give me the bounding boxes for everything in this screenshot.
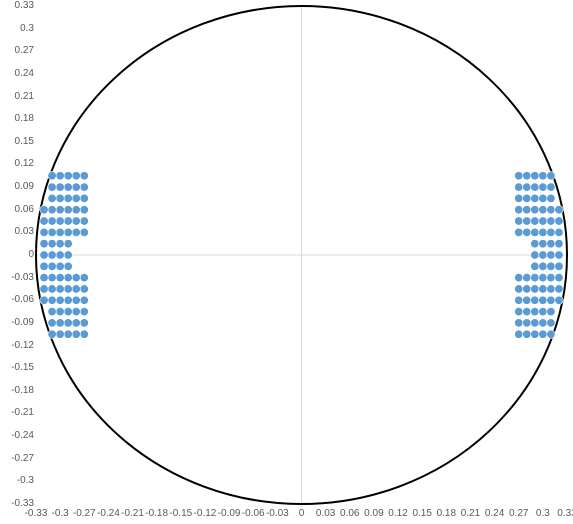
scatter-plot: -0.33-0.3-0.27-0.24-0.21-0.18-0.15-0.12-… bbox=[0, 0, 573, 524]
y-tick-label: 0.3 bbox=[20, 23, 34, 34]
y-tick-label: -0.09 bbox=[11, 317, 34, 328]
y-tick-label: -0.15 bbox=[11, 362, 34, 373]
x-tick-label: 0 bbox=[290, 508, 314, 519]
y-tick-label: 0.03 bbox=[15, 226, 34, 237]
y-tick-label: -0.27 bbox=[11, 453, 34, 464]
y-tick-label: -0.24 bbox=[11, 430, 34, 441]
x-tick-label: 0.21 bbox=[458, 508, 482, 519]
x-tick-label: -0.03 bbox=[265, 508, 289, 519]
x-tick-label: -0.21 bbox=[121, 508, 145, 519]
y-tick-label: 0.15 bbox=[15, 136, 34, 147]
x-tick-label: 0.27 bbox=[507, 508, 531, 519]
y-tick-label: 0.21 bbox=[15, 91, 34, 102]
x-tick-label: -0.12 bbox=[193, 508, 217, 519]
x-tick-label: 0.24 bbox=[483, 508, 507, 519]
x-tick-label: 0.15 bbox=[410, 508, 434, 519]
y-tick-label: -0.21 bbox=[11, 407, 34, 418]
x-tick-label: 0.12 bbox=[386, 508, 410, 519]
x-tick-label: -0.06 bbox=[241, 508, 265, 519]
x-tick-label: 0.33 bbox=[555, 508, 573, 519]
y-tick-label: -0.18 bbox=[11, 385, 34, 396]
y-tick-label: -0.3 bbox=[17, 475, 34, 486]
x-tick-label: 0.09 bbox=[362, 508, 386, 519]
y-tick-label: 0.27 bbox=[15, 45, 34, 56]
x-tick-label: -0.09 bbox=[217, 508, 241, 519]
x-tick-label: 0.06 bbox=[338, 508, 362, 519]
y-tick-label: 0.33 bbox=[15, 0, 34, 11]
y-tick-label: -0.03 bbox=[11, 272, 34, 283]
y-tick-label: 0.18 bbox=[15, 113, 34, 124]
y-tick-label: 0.12 bbox=[15, 158, 34, 169]
y-tick-label: 0 bbox=[28, 249, 34, 260]
x-tick-label: -0.3 bbox=[48, 508, 72, 519]
x-tick-label: 0.18 bbox=[434, 508, 458, 519]
x-tick-label: -0.33 bbox=[24, 508, 48, 519]
x-tick-label: 0.03 bbox=[314, 508, 338, 519]
y-tick-label: -0.12 bbox=[11, 340, 34, 351]
x-tick-label: 0.3 bbox=[531, 508, 555, 519]
y-tick-label: 0.06 bbox=[15, 204, 34, 215]
y-tick-label: 0.09 bbox=[15, 181, 34, 192]
x-tick-label: -0.15 bbox=[169, 508, 193, 519]
plot-svg bbox=[0, 0, 573, 524]
x-tick-label: -0.27 bbox=[72, 508, 96, 519]
y-tick-label: 0.24 bbox=[15, 68, 34, 79]
x-tick-label: -0.24 bbox=[96, 508, 120, 519]
y-tick-label: -0.06 bbox=[11, 294, 34, 305]
x-tick-label: -0.18 bbox=[145, 508, 169, 519]
